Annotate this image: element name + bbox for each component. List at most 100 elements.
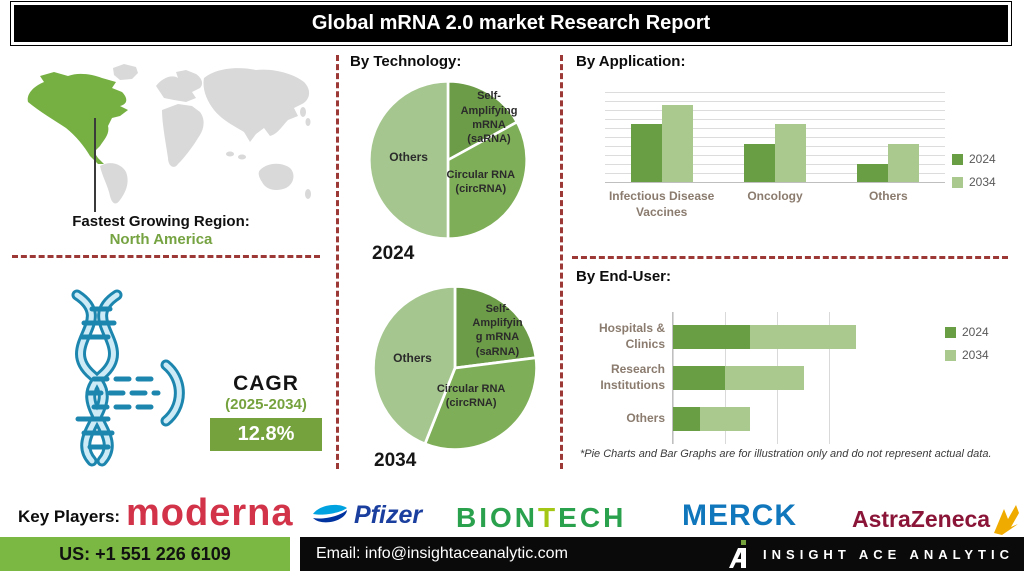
logo-pfizer: Pfizer [310,501,422,530]
pie-year-2024: 2024 [372,243,415,264]
footer-bar: Email: info@insightaceanalytic.com INSIG… [300,537,1024,571]
biontech-letter: O [490,502,515,533]
pie-chart-2024: Self- Amplifying mRNA (saRNA) Circular R… [366,78,530,242]
legend-label: 2034 [962,348,989,362]
divider-right-horizontal [572,256,1008,259]
category-label: Others [868,189,908,203]
divider-left-horizontal [12,255,320,258]
legend-label: 2024 [969,152,996,166]
pie-label-others: Others [389,150,428,165]
biontech-letter: E [558,502,580,533]
divider-vertical-1 [336,55,339,469]
category-label: Hospitals & Clinics [598,320,665,351]
enduser-legend: 2024 2034 [945,325,989,362]
pfizer-wordmark: Pfizer [354,501,423,529]
map-north-america-highlight [27,72,128,164]
logo-biontech: BIONTECH [456,502,626,534]
technology-heading: By Technology: [350,53,462,70]
insightace-wordmark: INSIGHT ACE ANALYTIC [763,546,1014,562]
pie-label-sarna: Self- Amplifyin g mRNA (saRNA) [472,302,523,358]
bar-row [673,325,881,349]
cagr-value-badge: 12.8% [210,418,322,451]
logo-moderna: moderna [126,492,294,534]
map-leader-line [94,118,96,212]
pie-svg [372,285,538,451]
biontech-letter: I [479,502,491,533]
map-australia [258,163,294,190]
pie-year-2034: 2034 [374,450,417,471]
legend-item-2034: 2034 [952,175,996,189]
map-africa [162,104,204,167]
pie-slice-circrna [423,356,538,451]
pie-chart-2034: Self- Amplifyin g mRNA (saRNA) Circular … [370,283,540,453]
legend-item-2024: 2024 [952,152,996,166]
category-label: Oncology [747,189,803,203]
bar-segment-2034 [700,407,750,431]
pie-slice-sarna [453,285,538,370]
bar-2024 [743,144,775,182]
biontech-letter: N [514,502,539,533]
biontech-letter: T [538,502,559,533]
legend-item-2034: 2034 [945,348,989,362]
pie-label-circrna: Circular RNA (circRNA) [436,382,506,409]
bar-2034 [661,104,693,182]
fastest-region-label: Fastest Growing Region: [72,213,250,230]
legend-swatch [945,349,956,361]
biontech-letter: C [579,502,604,533]
astrazeneca-icon [994,505,1020,535]
cagr-block: CAGR (2025-2034) 12.8% [210,372,322,451]
bar-segment-2034 [749,325,857,349]
legend-swatch [952,176,963,188]
bar-group [743,92,806,182]
enduser-bar-plot [672,312,881,444]
bar-segment-2024 [673,407,701,431]
disclaimer-note: *Pie Charts and Bar Graphs are for illus… [580,448,992,460]
category-label: Infectious Disease Vaccines [608,189,715,220]
map-greenland [113,64,138,80]
pie-label-others: Others [393,351,432,365]
map-europe [156,70,203,102]
bar-group [630,92,693,182]
map-south-america [100,163,128,204]
insightace-logo-icon [729,540,747,568]
bar-row [673,407,881,431]
logo-astrazeneca: AstraZeneca [852,503,1022,535]
email-text: Email: info@insightaceanalytic.com [316,545,568,562]
application-categories: Infectious Disease Vaccines Oncology Other… [605,188,945,220]
mrna-dna-icon [71,289,185,467]
biontech-letter: B [456,502,480,533]
cagr-label: CAGR [233,372,299,395]
pie-slice-others [372,285,457,446]
bar-segment-2024 [673,325,750,349]
legend-item-2024: 2024 [945,325,989,339]
bar-row [673,366,881,390]
bar-2034 [774,124,806,182]
phone-banner: US: +1 551 226 6109 [0,537,290,571]
pie-label-sarna: Self- Amplifying mRNA (saRNA) [460,90,518,146]
pie-label-circrna: Circular RNA (circRNA) [446,169,516,196]
bar-2034 [888,144,920,182]
application-heading: By Application: [576,53,686,70]
enduser-heading: By End-User: [576,268,672,285]
category-label: Research Institutions [600,361,665,392]
astrazeneca-wordmark: AstraZeneca [852,505,991,532]
bar-2024 [630,124,662,182]
category-label: Others [626,410,665,425]
bar-group [857,92,920,182]
fastest-region-value: North America [109,231,213,248]
key-players-label: Key Players: [18,507,121,526]
enduser-categories: Hospitals & Clinics Research Institutions… [566,316,665,439]
biontech-letter: H [603,502,627,533]
pie-slice-others [367,79,450,241]
bar-segment-2024 [673,366,725,390]
legend-label: 2024 [962,325,989,339]
map-asia [203,68,310,142]
pfizer-swoosh-icon [313,504,347,522]
report-title: Global mRNA 2.0 market Research Report [14,5,1008,42]
logo-merck: MERCK [682,499,797,532]
pie-svg [367,79,528,241]
legend-swatch [945,326,956,338]
world-map [27,64,311,204]
pie-slice-circrna [446,120,528,241]
legend-swatch [952,153,963,165]
